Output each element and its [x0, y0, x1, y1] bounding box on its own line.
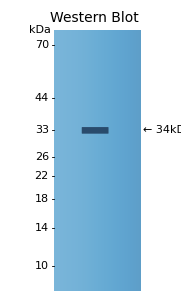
Text: 22: 22	[35, 171, 49, 181]
FancyBboxPatch shape	[82, 127, 109, 134]
Text: 33: 33	[35, 125, 49, 135]
Text: 18: 18	[35, 194, 49, 204]
Bar	[54, 30, 141, 291]
Text: kDa: kDa	[29, 25, 51, 34]
Text: 70: 70	[35, 40, 49, 50]
Text: 10: 10	[35, 261, 49, 271]
Text: ← 34kDa: ← 34kDa	[143, 125, 181, 135]
Text: Western Blot: Western Blot	[50, 11, 138, 25]
Text: 26: 26	[35, 152, 49, 162]
Text: 14: 14	[35, 223, 49, 232]
Text: 44: 44	[35, 93, 49, 103]
